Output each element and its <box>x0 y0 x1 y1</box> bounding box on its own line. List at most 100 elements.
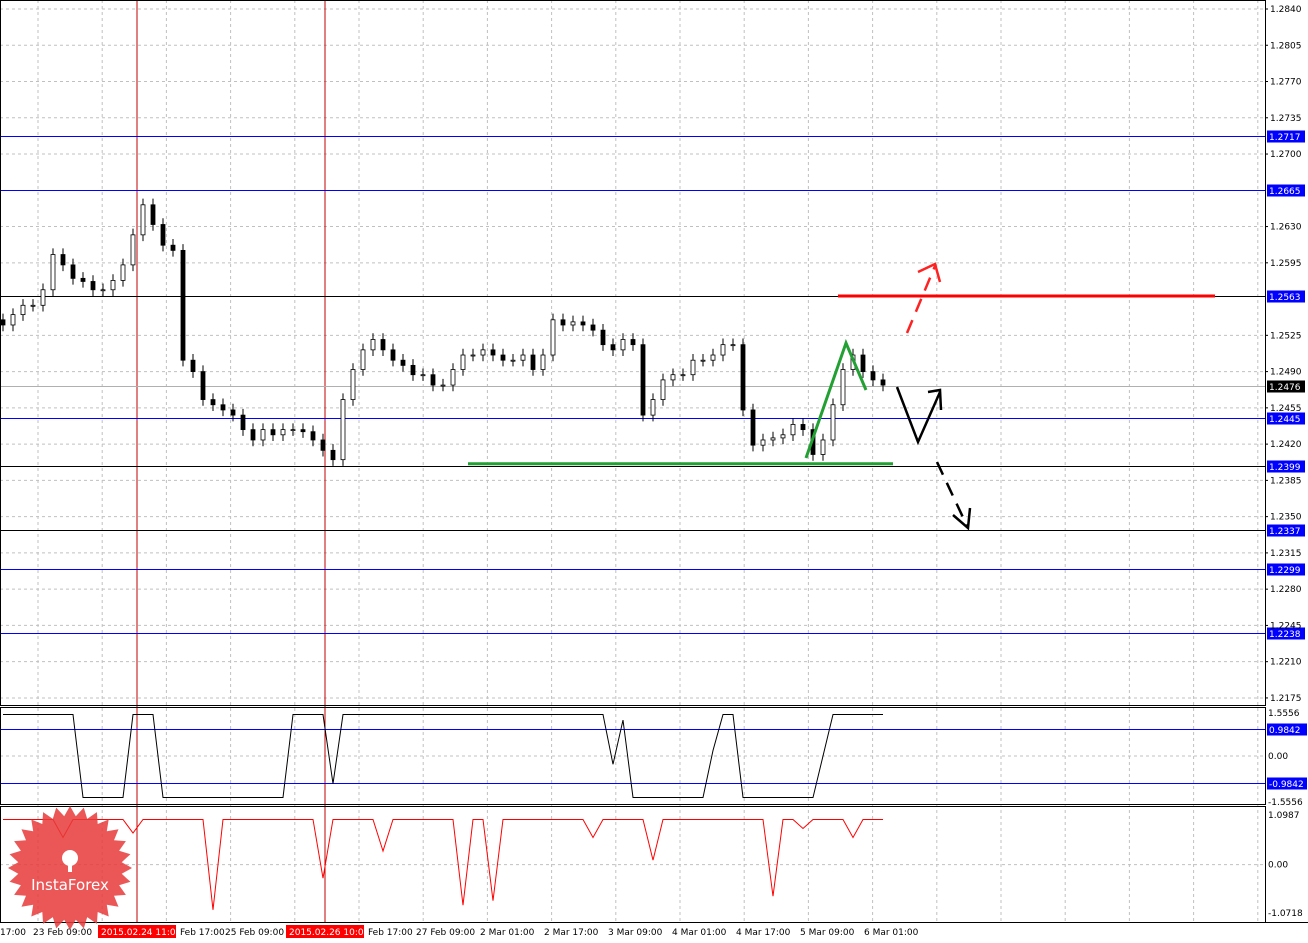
price-tick-label: 1.2350 <box>1270 513 1302 523</box>
candle-body <box>440 384 446 387</box>
frames <box>0 0 1308 923</box>
candle-body <box>770 437 776 441</box>
arrow-head-icon <box>917 262 942 283</box>
candle-body <box>60 254 66 266</box>
indicator1-tick-label: -1.5556 <box>1268 798 1303 808</box>
highlighted-time-label: 2015.02.24 11:00 <box>101 928 182 938</box>
candle-body <box>120 264 126 281</box>
indicator-1: 0.9842 -0.9842 <box>0 714 1307 798</box>
candle-body <box>110 280 116 291</box>
candle-body <box>660 379 666 400</box>
level-lines: 1.2717 1.2665 1.2563 1.2445 1.2399 1.2337 1.22… <box>0 130 1305 640</box>
level-label-bg <box>1267 627 1305 640</box>
time-tick-label: 25 Feb 09:00 <box>225 928 284 938</box>
level-label: 1.2337 <box>1269 527 1301 537</box>
candle-body <box>730 344 736 347</box>
candle-body <box>100 289 106 292</box>
candle-body <box>140 204 146 236</box>
indicator2-tick-label: 1.0987 <box>1268 811 1300 821</box>
highlighted-time-bg <box>286 925 364 938</box>
candle-body <box>50 254 56 291</box>
candle-body <box>190 359 196 373</box>
candle-body <box>470 354 476 357</box>
price-tick-label: 1.2735 <box>1270 114 1302 124</box>
candle-body <box>830 404 836 441</box>
grid <box>0 0 1265 922</box>
price-tick-label: 1.2455 <box>1270 404 1302 414</box>
candles <box>0 198 886 466</box>
candle-body <box>220 404 226 411</box>
forecast-dashed-up <box>905 265 937 334</box>
pane-frame <box>0 707 1266 805</box>
candle-body <box>290 429 296 432</box>
price-tick-label: 1.2315 <box>1270 549 1302 559</box>
indicator1-line <box>3 714 883 798</box>
candle-body <box>690 359 696 376</box>
axes: 1.2840 1.2805 1.2770 1.2735 1.2700 1.2630 1.25… <box>0 5 1303 938</box>
candle-body <box>250 429 256 441</box>
level-label-bg <box>1267 290 1305 303</box>
indicator2-tick-label: -1.0718 <box>1268 909 1303 919</box>
price-tick-label: 1.2490 <box>1270 368 1302 378</box>
level-label-bg <box>1267 460 1305 473</box>
candle-body <box>390 349 396 361</box>
candle-body <box>800 424 806 431</box>
candle-body <box>30 304 36 307</box>
time-tick-label: 5 Mar 09:00 <box>800 928 855 938</box>
level-label-bg <box>1267 723 1307 736</box>
candle-body <box>760 439 766 446</box>
candle-body <box>480 349 486 356</box>
price-tick-label: 1.2280 <box>1270 585 1302 595</box>
time-tick-label: 2 Mar 17:00 <box>544 928 599 938</box>
candle-body <box>420 374 426 377</box>
level-label: 1.2445 <box>1269 415 1301 425</box>
candle-body <box>10 314 16 326</box>
candle-body <box>640 344 646 416</box>
price-tick-label: 1.2385 <box>1270 476 1302 486</box>
candle-body <box>320 439 326 451</box>
level-label-bg <box>1267 777 1307 790</box>
candle-body <box>520 354 526 361</box>
candle-body <box>370 339 376 351</box>
current-price-bg <box>1267 380 1305 393</box>
candle-body <box>40 289 46 306</box>
candle-body <box>410 364 416 376</box>
candle-body <box>160 224 166 246</box>
time-tick-label: Feb 17:00 <box>368 928 413 938</box>
time-tick-label: 27 Feb 09:00 <box>416 928 475 938</box>
candle-body <box>880 379 886 386</box>
candle-body <box>780 434 786 439</box>
candle-body <box>600 329 606 346</box>
price-tick-label: 1.2840 <box>1270 5 1302 15</box>
candle-body <box>490 349 496 356</box>
candle-body <box>630 339 636 346</box>
candle-body <box>680 374 686 377</box>
candle-body <box>740 344 746 411</box>
candle-body <box>460 354 466 370</box>
price-tick-label: 1.2770 <box>1270 78 1302 88</box>
price-tick-label: 1.2245 <box>1270 621 1302 631</box>
candle-body <box>280 429 286 436</box>
candle-body <box>360 349 366 370</box>
indicator1-level-label: 0.9842 <box>1269 726 1301 736</box>
candle-body <box>620 339 626 351</box>
forecast-dashed-down <box>935 461 970 529</box>
price-tick-label: 1.2420 <box>1270 440 1302 450</box>
price-tick-label: 1.2630 <box>1270 223 1302 233</box>
level-label: 1.2399 <box>1269 463 1301 473</box>
price-tick-label: 1.2175 <box>1270 694 1302 704</box>
indicator1-tick-label: 0.00 <box>1268 752 1288 762</box>
candle-body <box>840 369 846 406</box>
candle-body <box>530 354 536 370</box>
arrow-head-icon <box>927 388 943 411</box>
instaforex-logo: InstaForex <box>8 806 132 930</box>
candle-body <box>80 277 86 282</box>
time-tick-label: 4 Mar 01:00 <box>672 928 727 938</box>
logo-text: InstaForex <box>31 876 109 894</box>
candle-body <box>710 354 716 361</box>
price-tick-label: 1.2525 <box>1270 331 1302 341</box>
level-label: 1.2299 <box>1269 566 1301 576</box>
time-tick-label: 2 Mar 01:00 <box>480 928 535 938</box>
level-label: 1.2563 <box>1269 293 1301 303</box>
